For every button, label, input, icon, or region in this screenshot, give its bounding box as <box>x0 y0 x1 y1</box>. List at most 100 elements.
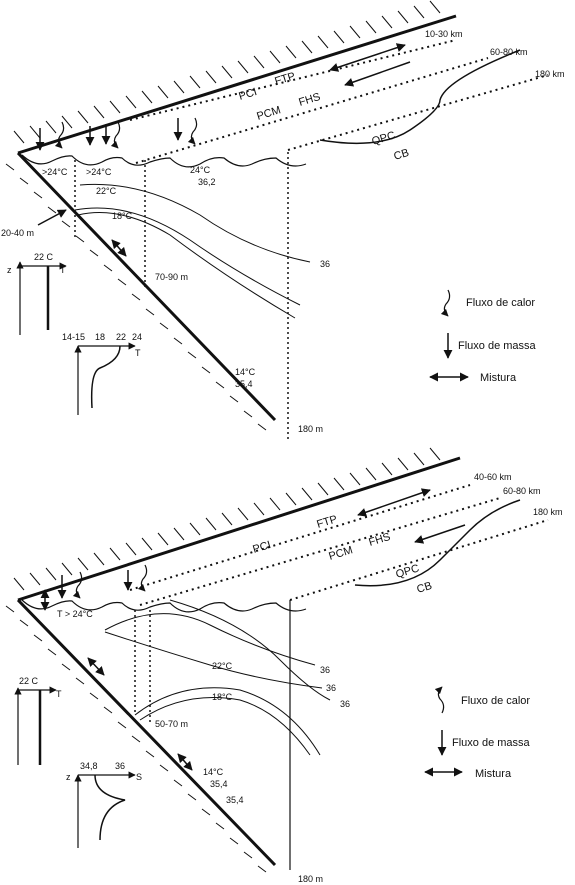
top-temp-1: >24°C <box>42 167 68 177</box>
top-zone-cb: CB <box>392 147 410 163</box>
bottom-profile-tick-2: 36 <box>115 761 125 771</box>
top-ftp-arrow <box>329 43 406 72</box>
bottom-zone-fhs: FHS <box>367 531 392 549</box>
bottom-zone-ftp: FTP <box>315 513 338 531</box>
bottom-profile-temperature: 22 C T <box>14 676 62 765</box>
bottom-sal-1: 35,4 <box>210 779 228 789</box>
top-sal-35: 35,4 <box>235 379 253 389</box>
bottom-fhs-arrow <box>414 524 466 544</box>
bottom-profile-salinity: z 34,8 36 S <box>66 761 142 848</box>
bottom-profile-axis-s: S <box>136 772 142 782</box>
top-profile-val: 22 C <box>34 252 54 262</box>
bottom-bottom-slope <box>16 598 277 867</box>
bottom-profile-z: z <box>66 772 71 782</box>
legend-bottom-heat: Fluxo de calor <box>461 695 530 707</box>
top-flux-arrows <box>35 117 198 151</box>
top-temp-18: 18°C <box>112 211 133 221</box>
top-temp-14: 14°C <box>235 367 256 377</box>
legend-bottom-heat-icon <box>434 686 445 714</box>
bottom-dist-1: 40-60 km <box>474 472 512 482</box>
legend-top-heat-icon <box>440 289 451 317</box>
bottom-profile-axis: T <box>56 689 62 699</box>
bottom-sal-2: 35,4 <box>226 795 244 805</box>
bottom-profile-val: 22 C <box>19 676 39 686</box>
top-zone-fhs: FHS <box>297 91 322 109</box>
bottom-iso-36b: 36 <box>326 683 336 693</box>
top-front-line-2 <box>135 57 489 164</box>
bottom-isotherm-36c <box>169 599 331 701</box>
top-depth-pointer <box>37 209 67 226</box>
bottom-isotherm-18 <box>139 697 311 756</box>
bottom-temp-22: 22°C <box>212 661 233 671</box>
bottom-zone-pcm: PCM <box>327 544 354 563</box>
bottom-flux-arrows <box>57 564 148 599</box>
top-bottom-hatch <box>5 163 267 431</box>
top-panel: 10-30 km 60-80 km 180 km PCI FTP PCM FHS… <box>1 0 565 440</box>
top-profile2-axis: T <box>135 348 141 358</box>
top-profile2-tick-3: 22 <box>116 332 126 342</box>
top-fhs-arrow <box>344 61 411 87</box>
bottom-zone-cb: CB <box>415 580 433 596</box>
top-zone-pci: PCI <box>237 86 258 103</box>
bottom-qpc-meander <box>354 499 521 587</box>
bottom-dist-2: 60-80 km <box>503 486 541 496</box>
bottom-mix-arrow-3 <box>177 753 193 771</box>
legend-bottom-mix: Mistura <box>475 768 512 780</box>
top-temp-2: >24°C <box>86 167 112 177</box>
top-profile-z: z <box>7 265 12 275</box>
bottom-zone-pci: PCI <box>251 539 272 556</box>
top-bottom-slope <box>16 151 277 422</box>
legend-bottom-mass: Fluxo de massa <box>452 737 531 749</box>
top-profile2-tick-4: 24 <box>132 332 142 342</box>
bottom-zone-qpc: QPC <box>394 562 420 580</box>
top-front-line-1 <box>129 39 457 121</box>
bottom-dist-3: 180 km <box>533 507 563 517</box>
top-dist-2: 60-80 km <box>490 47 528 57</box>
top-zone-qpc: QPC <box>370 129 396 147</box>
top-depth-180: 180 m <box>298 424 323 434</box>
bottom-mix-arrow-2 <box>87 657 105 676</box>
bottom-isotherm-36a <box>104 613 316 666</box>
legend-top-mix: Mistura <box>480 372 517 384</box>
top-profile-axis: T <box>60 265 66 275</box>
top-profile2-tick-2: 18 <box>95 332 105 342</box>
top-surface-hatch <box>13 0 441 144</box>
top-profile2-tick-1: 14-15 <box>62 332 85 342</box>
bottom-surface-hatch <box>13 447 441 591</box>
bottom-depth-5070: 50-70 m <box>155 719 188 729</box>
bottom-isotherm-22 <box>134 687 321 756</box>
top-isotherm-18 <box>77 212 296 319</box>
bottom-profile-tick-1: 34,8 <box>80 761 98 771</box>
top-isotherm-22 <box>74 207 301 306</box>
top-iso-36: 36 <box>320 259 330 269</box>
bottom-ftp-arrow <box>357 488 431 517</box>
legend-top-mass: Fluxo de massa <box>458 340 537 352</box>
top-surface-line <box>17 14 457 155</box>
top-mixed-layer-scallops <box>21 154 307 168</box>
top-dist-3: 180 km <box>535 69 565 79</box>
top-dist-1: 10-30 km <box>425 29 463 39</box>
legend-top: Fluxo de calor Fluxo de massa Mistura <box>429 289 537 384</box>
bottom-isotherm-36b <box>104 631 323 689</box>
top-profile-temperature: z 22 C T <box>7 252 67 335</box>
bottom-front-line-2 <box>139 497 501 606</box>
top-sal-3: 36,2 <box>198 177 216 187</box>
bottom-temp-18: 18°C <box>212 692 233 702</box>
bottom-panel: 40-60 km 60-80 km 180 km PCI FTP PCM FHS… <box>5 447 563 884</box>
legend-top-heat: Fluxo de calor <box>466 297 535 309</box>
top-depth-7090: 70-90 m <box>155 272 188 282</box>
top-temp-22: 22°C <box>96 186 117 196</box>
bottom-bottom-hatch <box>5 605 267 873</box>
bottom-temp-surface: T > 24°C <box>57 609 93 619</box>
top-qpc-meander <box>319 49 521 145</box>
bottom-surface-line <box>17 456 461 602</box>
bottom-mixed-layer-scallops <box>21 599 307 613</box>
bottom-iso-36a: 36 <box>320 665 330 675</box>
top-isotherm-36 <box>79 183 311 263</box>
top-zone-pcm: PCM <box>255 104 282 123</box>
top-temp-3: 24°C <box>190 165 211 175</box>
bottom-temp-14: 14°C <box>203 767 224 777</box>
top-profile-temperature-2: 14-15 18 22 24 T <box>62 332 142 415</box>
top-front-line-3 <box>287 74 549 151</box>
